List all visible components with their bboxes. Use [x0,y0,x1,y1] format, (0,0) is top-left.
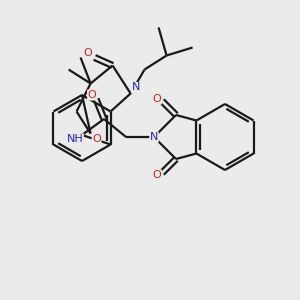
Text: O: O [153,94,161,104]
Text: N: N [150,132,158,142]
Text: NH: NH [67,134,83,144]
Text: O: O [153,170,161,180]
Text: O: O [88,90,96,100]
Text: O: O [83,49,92,58]
Text: O: O [92,134,101,143]
Text: N: N [131,82,140,92]
